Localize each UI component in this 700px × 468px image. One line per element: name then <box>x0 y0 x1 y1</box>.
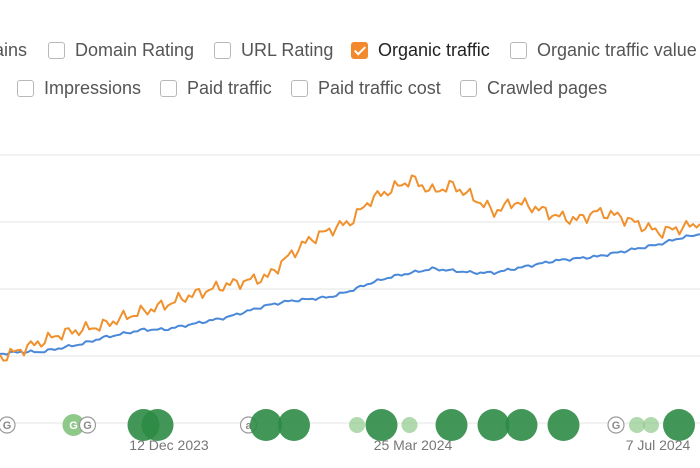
checkbox[interactable] <box>510 42 527 59</box>
filter-label: ains <box>0 40 28 60</box>
filter-domain-rating[interactable]: Domain Rating <box>48 40 194 61</box>
annotation-label: G <box>3 420 12 432</box>
update-marker[interactable] <box>141 409 174 441</box>
blue-series-line <box>0 233 700 356</box>
update-marker[interactable] <box>477 409 510 441</box>
metric-filters: ains Domain Rating URL Rating Organic tr… <box>0 0 700 110</box>
annotation-label: G <box>612 420 621 432</box>
filter-paid-traffic[interactable]: Paid traffic <box>160 78 272 99</box>
google-update-icon[interactable] <box>0 416 16 434</box>
checkbox[interactable] <box>460 80 477 97</box>
filter-label: Organic traffic <box>378 40 490 60</box>
annotation-label: G <box>69 420 78 432</box>
update-marker[interactable] <box>663 409 695 441</box>
update-marker-light[interactable] <box>62 414 85 436</box>
checkbox[interactable] <box>291 80 308 97</box>
checkbox-checked[interactable] <box>351 42 368 59</box>
chart-series <box>0 174 700 362</box>
google-update-icon[interactable] <box>78 416 97 434</box>
google-update-icon[interactable] <box>607 416 625 434</box>
filter-label: Paid traffic <box>187 78 272 98</box>
filter-label: Impressions <box>44 78 142 98</box>
filter-organic-traffic[interactable]: Organic traffic <box>351 40 490 61</box>
filter-label: Crawled pages <box>487 78 608 98</box>
checkbox[interactable] <box>48 42 65 59</box>
update-marker-light[interactable] <box>643 417 659 433</box>
filter-paid-traffic-cost[interactable]: Paid traffic cost <box>291 78 441 99</box>
filter-label: Organic traffic value <box>537 40 697 60</box>
annotation-label: G <box>83 420 92 432</box>
annotation-label: a <box>245 420 252 432</box>
update-marker[interactable] <box>250 409 282 441</box>
checkbox[interactable] <box>17 80 34 97</box>
update-marker-light[interactable] <box>401 417 418 433</box>
checkbox[interactable] <box>160 80 177 97</box>
filter-label: Paid traffic cost <box>318 78 441 98</box>
filter-crawled-pages[interactable]: Crawled pages <box>460 78 607 99</box>
filter-organic-traffic-value[interactable]: Organic traffic value <box>510 40 697 61</box>
filter-impressions[interactable]: Impressions <box>17 78 141 99</box>
x-tick-label: 25 Mar 2024 <box>374 437 453 453</box>
x-tick-label: 12 Dec 2023 <box>129 437 209 453</box>
x-axis-ticks: 12 Dec 2023 25 Mar 2024 7 Jul 2024 <box>129 437 690 453</box>
organic-traffic-line <box>0 174 700 362</box>
update-marker-light[interactable] <box>349 417 365 433</box>
update-marker[interactable] <box>435 409 468 441</box>
checkbox[interactable] <box>214 42 231 59</box>
x-tick-label: 7 Jul 2024 <box>626 437 691 453</box>
update-marker[interactable] <box>547 409 580 441</box>
update-marker[interactable] <box>505 409 538 441</box>
filter-label: URL Rating <box>241 40 334 60</box>
filter-label: Domain Rating <box>75 40 195 60</box>
filter-referring-domains[interactable]: ains <box>0 40 27 61</box>
update-marker[interactable] <box>365 409 398 441</box>
update-marker-light[interactable] <box>629 417 645 433</box>
update-marker[interactable] <box>278 409 310 441</box>
filter-url-rating[interactable]: URL Rating <box>214 40 333 61</box>
chart-gridlines <box>0 154 700 424</box>
